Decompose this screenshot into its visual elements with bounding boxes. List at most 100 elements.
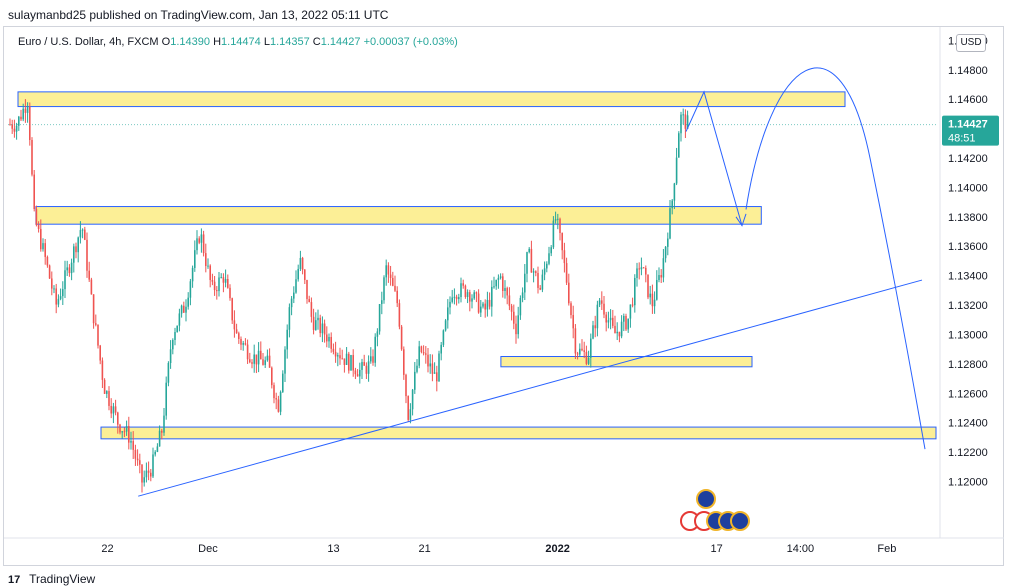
candle-body (367, 361, 370, 374)
candle-body (24, 108, 27, 113)
candle-body (581, 348, 583, 351)
candle-body (370, 356, 372, 362)
candle-body (640, 267, 643, 270)
candle-body (147, 470, 150, 473)
candle-body (381, 300, 383, 305)
candle-body (249, 359, 251, 363)
candle-body (649, 293, 651, 298)
price-tick-label: 1.13200 (948, 300, 988, 312)
symbol-label[interactable]: Euro / U.S. Dollar, 4h, FXCM (18, 36, 159, 48)
candle-body (304, 269, 306, 280)
candle-body (238, 333, 240, 339)
candle-body (268, 355, 271, 368)
candle-body (605, 314, 607, 323)
candle-body (429, 363, 431, 367)
candle-body (618, 331, 621, 337)
candle-body (620, 321, 623, 337)
projection-arrowhead-1 (735, 213, 747, 227)
ohlc-legend: Euro / U.S. Dollar, 4h, FXCM O1.14390 H1… (18, 36, 458, 48)
candle-body (592, 325, 594, 339)
candle-body (409, 409, 412, 420)
candle-body (125, 426, 128, 432)
candle-body (407, 396, 409, 420)
footer-brand[interactable]: 17 TradingView (8, 572, 95, 586)
candle-body (273, 385, 275, 399)
candle-body (262, 359, 264, 365)
candle-body (638, 268, 640, 270)
candle-body (497, 277, 500, 280)
candle-body (579, 348, 581, 355)
candle-body (420, 346, 423, 353)
candle-body (603, 303, 605, 315)
candle-body (255, 354, 258, 365)
candle-body (196, 238, 198, 251)
currency-button[interactable]: USD (956, 34, 986, 52)
candle-body (400, 326, 403, 350)
candle-body (114, 406, 117, 413)
candle-body (504, 288, 506, 291)
candle-body (121, 431, 123, 433)
candle-body (73, 246, 75, 263)
candle-body (469, 292, 471, 302)
candle-body (475, 292, 478, 294)
candle-body (653, 299, 656, 307)
candle-body (13, 128, 16, 132)
candle-body (37, 224, 40, 229)
candle-body (612, 317, 614, 326)
candle-body (183, 305, 185, 313)
candle-body (165, 382, 167, 416)
candle-body (152, 454, 154, 477)
candle-body (484, 303, 486, 310)
candle-body (11, 124, 13, 129)
candle-body (449, 301, 451, 308)
candle-body (348, 353, 350, 371)
candle-body (572, 315, 574, 329)
candle-body (18, 116, 20, 126)
close-value: 1.14427 (320, 36, 361, 48)
candle-body (321, 323, 324, 334)
candle-body (405, 374, 407, 397)
candle-body (154, 451, 156, 455)
economic-events (680, 489, 750, 531)
candle-body (55, 288, 57, 305)
candle-body (601, 300, 603, 304)
candle-body (651, 293, 654, 307)
candle-body (361, 362, 363, 370)
candle-body (244, 343, 247, 345)
high-label: H (213, 36, 222, 48)
candle-body (455, 296, 458, 300)
candle-body (559, 218, 561, 234)
candle-body (645, 268, 647, 275)
chart-frame (3, 26, 1004, 566)
candle-body (328, 336, 330, 342)
candle-body (101, 360, 104, 380)
candle-body (108, 391, 110, 406)
candle-body (66, 267, 68, 271)
candle-body (301, 257, 304, 270)
candle-body (79, 230, 82, 238)
candle-body (453, 296, 456, 298)
candle-body (684, 114, 687, 129)
candle-body (543, 268, 546, 275)
candle-body (546, 263, 548, 269)
candle-body (568, 282, 570, 304)
eu-flag-icon (696, 489, 716, 509)
candle-body (596, 304, 599, 329)
candle-body (123, 431, 126, 433)
support-resistance-zones (17, 91, 937, 440)
time-tick-label: 14:00 (787, 543, 815, 555)
candle-body (394, 285, 396, 291)
candle-body (451, 297, 453, 302)
last-price-countdown: 48:51 (948, 133, 976, 145)
candle-body (68, 267, 71, 274)
candle-body (609, 317, 612, 321)
candle-body (508, 295, 511, 306)
candle-body (372, 356, 374, 363)
candle-body (194, 250, 196, 268)
low-label: L (263, 36, 270, 48)
candle-body (97, 324, 99, 346)
candle-body (385, 265, 387, 278)
candle-body (539, 287, 541, 290)
candle-body (376, 331, 379, 337)
